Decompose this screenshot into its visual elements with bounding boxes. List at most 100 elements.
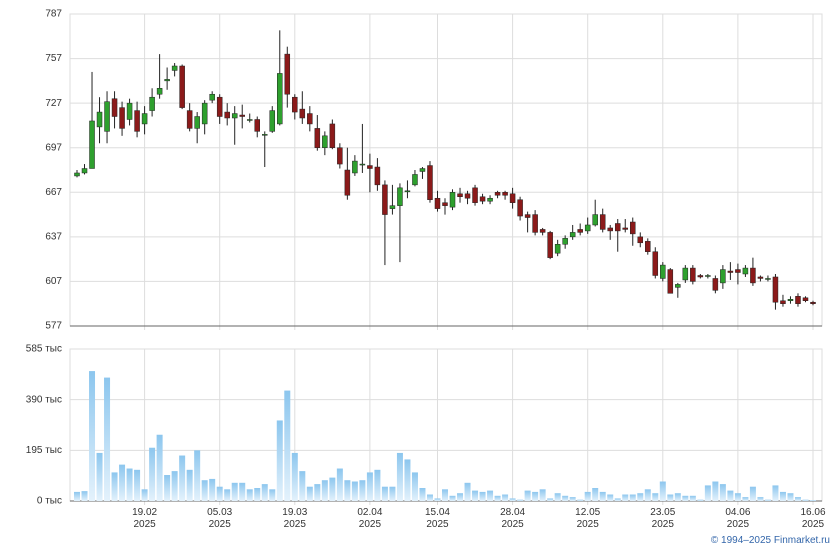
candle-body <box>367 165 373 169</box>
candle-body <box>292 96 298 113</box>
candle-body <box>389 205 396 209</box>
candle-body <box>682 267 689 281</box>
volume-bar <box>321 480 328 501</box>
y-tick-label: 697 <box>45 142 62 153</box>
candle-body <box>494 192 501 196</box>
candle-body <box>577 229 583 233</box>
volume-bar <box>810 500 816 501</box>
volume-bar <box>787 493 794 501</box>
volume-bar <box>637 493 644 501</box>
volume-bar <box>502 494 509 501</box>
candle-body <box>787 299 794 301</box>
volume-bar <box>374 469 381 501</box>
y-tick-label: 577 <box>45 321 62 332</box>
volume-bar <box>209 478 216 501</box>
candle-body <box>720 269 726 284</box>
candle-body <box>299 108 306 119</box>
volume-bar <box>344 480 351 501</box>
candle-body <box>141 113 148 125</box>
candle-body <box>562 238 568 245</box>
x-tick-label: 05.03 2025 <box>207 507 233 530</box>
x-tick-label: 02.04 2025 <box>357 507 383 530</box>
y-tick-label: 195 тыс <box>26 445 62 456</box>
volume-bar <box>134 469 141 501</box>
volume-bar <box>411 472 418 501</box>
candle-body <box>89 120 95 169</box>
volume-bar <box>216 486 223 501</box>
y-tick-label: 787 <box>45 9 62 20</box>
volume-bar <box>532 491 539 501</box>
volume-bar <box>239 482 246 501</box>
volume-bar <box>697 499 704 501</box>
candle-body <box>277 73 283 125</box>
candle-body <box>509 193 516 203</box>
volume-bar <box>779 491 786 501</box>
candle-body <box>119 107 125 129</box>
candle-body <box>765 278 771 280</box>
candle-body <box>539 229 546 233</box>
candle-body <box>584 224 591 232</box>
candle-body <box>239 114 245 117</box>
volume-bar <box>712 481 719 501</box>
candle-body <box>554 244 561 254</box>
volume-bar <box>494 495 501 501</box>
volume-bar <box>682 495 689 501</box>
candle-body <box>104 101 110 132</box>
volume-bar <box>464 482 471 501</box>
volume-bar <box>186 469 193 501</box>
candle-body <box>329 123 336 148</box>
volume-bar <box>149 447 156 501</box>
candle-body <box>74 172 80 177</box>
volume-bar <box>449 495 456 501</box>
volume-bar <box>111 472 118 501</box>
candle-body <box>614 223 621 232</box>
y-tick-label: 637 <box>45 231 62 242</box>
candle-body <box>149 96 155 111</box>
candle-body <box>757 276 764 279</box>
volume-bar <box>276 420 283 501</box>
candle-body <box>795 296 801 304</box>
candle-body <box>412 174 418 186</box>
y-tick-label: 667 <box>45 187 62 198</box>
candle-body <box>374 166 381 186</box>
candle-body <box>397 187 403 206</box>
candle-body <box>630 221 636 235</box>
candle-body <box>449 192 456 208</box>
volume-bar <box>629 494 636 501</box>
candle-body <box>269 110 276 132</box>
volume-bar <box>231 482 238 501</box>
volume-bar <box>749 486 756 501</box>
volume-bar <box>667 494 674 501</box>
candle-body <box>314 128 321 148</box>
candle-body <box>569 232 576 238</box>
volume-bar <box>479 491 486 501</box>
x-tick-label: 16.06 2025 <box>800 507 826 530</box>
candle-body <box>307 113 313 125</box>
candle-body <box>780 300 786 304</box>
candle-body <box>487 197 493 202</box>
x-tick-label: 15.04 2025 <box>424 507 450 530</box>
candle-body <box>660 264 666 279</box>
plot-frame <box>69 13 823 327</box>
volume-bar <box>704 485 711 501</box>
volume-bar <box>261 484 268 501</box>
volume-bar <box>644 489 651 501</box>
volume-bar <box>396 452 403 501</box>
candle-body <box>675 284 681 288</box>
volume-bar <box>74 491 80 501</box>
volume-bar <box>329 477 336 501</box>
candle-body <box>547 232 553 258</box>
candle-body <box>96 111 103 128</box>
volume-bar <box>539 489 546 501</box>
candle-body <box>705 275 711 277</box>
y-tick-label: 585 тыс <box>26 344 62 355</box>
candle-body <box>382 184 388 215</box>
candle-body <box>427 165 433 200</box>
volume-bar <box>659 481 666 501</box>
candle-body <box>712 278 719 291</box>
candle-body <box>179 65 185 108</box>
candle-body <box>216 96 223 117</box>
candle-body <box>667 269 674 294</box>
candle-body <box>231 113 238 119</box>
